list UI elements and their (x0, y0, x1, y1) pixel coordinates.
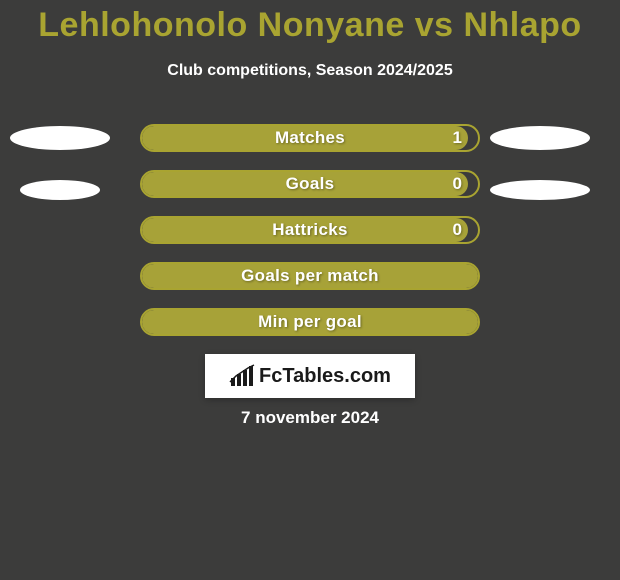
player-marker (490, 126, 590, 150)
stat-value: 1 (453, 128, 462, 148)
page-subtitle: Club competitions, Season 2024/2025 (0, 62, 620, 80)
player-marker (20, 180, 100, 200)
player-marker (10, 126, 110, 150)
stat-label: Goals (142, 172, 478, 196)
page-title: Lehlohonolo Nonyane vs Nhlapo (0, 6, 620, 45)
stat-label: Matches (142, 126, 478, 150)
stat-value: 0 (453, 220, 462, 240)
stat-value: 0 (453, 174, 462, 194)
logo-text: FcTables.com (259, 365, 391, 388)
fctables-logo: FcTables.com (205, 354, 415, 398)
player-marker (490, 180, 590, 200)
stat-row: Hattricks0 (0, 216, 620, 244)
stat-bar-track: Matches1 (140, 124, 480, 152)
bar-chart-icon (229, 364, 255, 388)
stat-label: Hattricks (142, 218, 478, 242)
comparison-infographic: Lehlohonolo Nonyane vs Nhlapo Club compe… (0, 0, 620, 580)
stat-label: Goals per match (142, 264, 478, 288)
stat-bar-track: Goals0 (140, 170, 480, 198)
stat-bar-track: Min per goal (140, 308, 480, 336)
snapshot-date: 7 november 2024 (0, 408, 620, 428)
stat-bar-track: Hattricks0 (140, 216, 480, 244)
stat-bar-track: Goals per match (140, 262, 480, 290)
stat-row: Goals per match (0, 262, 620, 290)
stat-label: Min per goal (142, 310, 478, 334)
stat-row: Min per goal (0, 308, 620, 336)
